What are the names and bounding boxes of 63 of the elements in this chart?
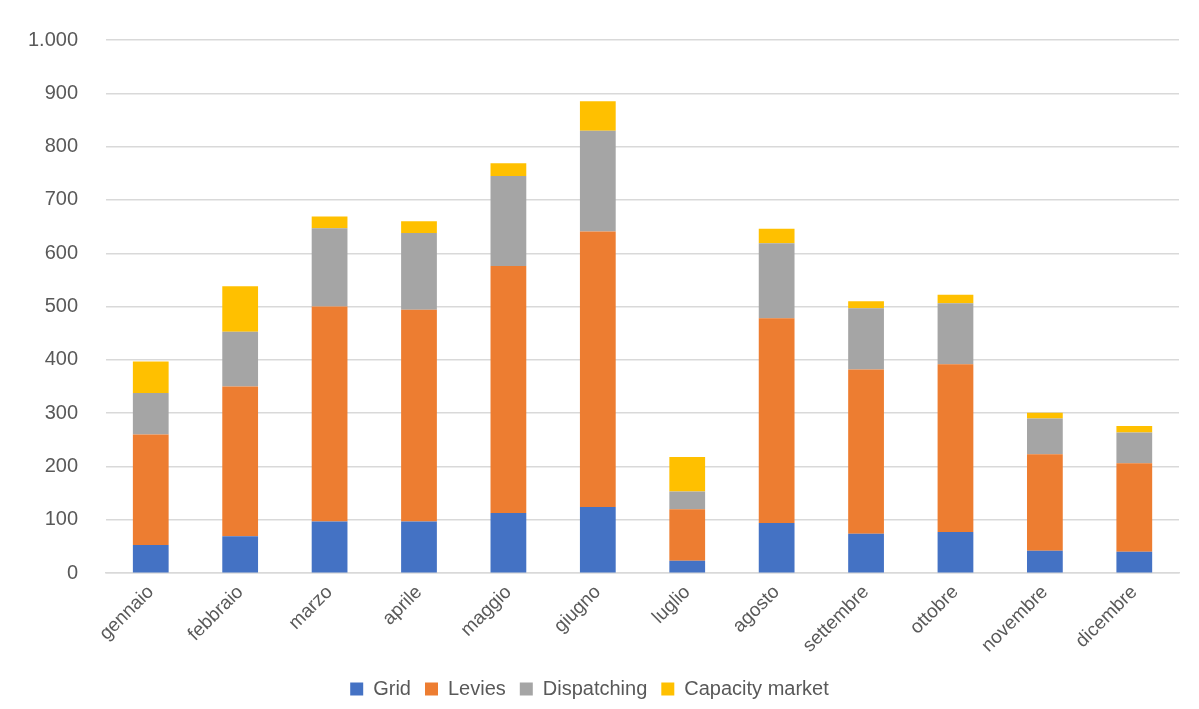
bar bbox=[222, 386, 259, 537]
legend-label: Levies bbox=[447, 676, 506, 699]
bar bbox=[132, 392, 169, 435]
bar bbox=[848, 533, 884, 573]
legend-label: Capacity market bbox=[684, 676, 830, 699]
bar bbox=[758, 318, 795, 524]
bar bbox=[401, 521, 437, 573]
bar bbox=[222, 536, 259, 573]
bar bbox=[758, 523, 795, 573]
y-tick-label: 1.000 bbox=[27, 27, 79, 50]
y-tick-label: 900 bbox=[44, 80, 79, 103]
bar bbox=[311, 216, 348, 229]
bar bbox=[1116, 463, 1153, 552]
legend-label: Dispatching bbox=[542, 676, 648, 699]
bar bbox=[1027, 412, 1063, 419]
bar bbox=[848, 301, 884, 309]
bar bbox=[758, 243, 795, 319]
bar bbox=[1116, 551, 1153, 573]
bar bbox=[401, 233, 437, 310]
bar bbox=[758, 228, 795, 244]
bar bbox=[490, 163, 527, 176]
y-tick-label: 700 bbox=[44, 187, 79, 210]
y-tick-label: 500 bbox=[44, 294, 79, 317]
bar bbox=[490, 175, 527, 267]
bar bbox=[1116, 425, 1153, 433]
bar bbox=[311, 521, 348, 573]
y-tick-label: 200 bbox=[44, 454, 79, 477]
bar bbox=[132, 361, 169, 393]
bar bbox=[490, 266, 527, 513]
bar bbox=[222, 286, 259, 332]
y-tick-label: 100 bbox=[44, 507, 79, 530]
bar bbox=[937, 532, 974, 573]
bar bbox=[579, 507, 616, 573]
bar bbox=[1027, 454, 1063, 551]
bar bbox=[401, 221, 437, 233]
bar bbox=[669, 456, 706, 492]
bar bbox=[848, 369, 884, 534]
bar bbox=[132, 544, 169, 573]
y-tick-label: 0 bbox=[66, 560, 79, 583]
bar bbox=[311, 228, 348, 307]
bar bbox=[222, 331, 259, 387]
bar bbox=[490, 512, 527, 573]
bar bbox=[937, 294, 974, 304]
bar bbox=[669, 509, 706, 561]
bar bbox=[848, 308, 884, 370]
bar bbox=[937, 303, 974, 365]
bar bbox=[1027, 418, 1063, 455]
bar bbox=[1116, 432, 1153, 464]
bar bbox=[311, 306, 348, 522]
y-tick-label: 400 bbox=[44, 347, 79, 370]
bar bbox=[579, 130, 616, 232]
bar bbox=[669, 560, 706, 573]
y-tick-label: 300 bbox=[44, 400, 79, 423]
bar bbox=[669, 491, 706, 510]
bar bbox=[937, 364, 974, 533]
bar bbox=[579, 231, 616, 508]
y-tick-label: 600 bbox=[44, 240, 79, 263]
y-tick-label: 800 bbox=[44, 134, 79, 157]
bar bbox=[579, 101, 616, 131]
bar bbox=[401, 309, 437, 522]
legend-label: Grid bbox=[373, 676, 411, 699]
bar bbox=[132, 434, 169, 545]
bar bbox=[1027, 550, 1063, 573]
